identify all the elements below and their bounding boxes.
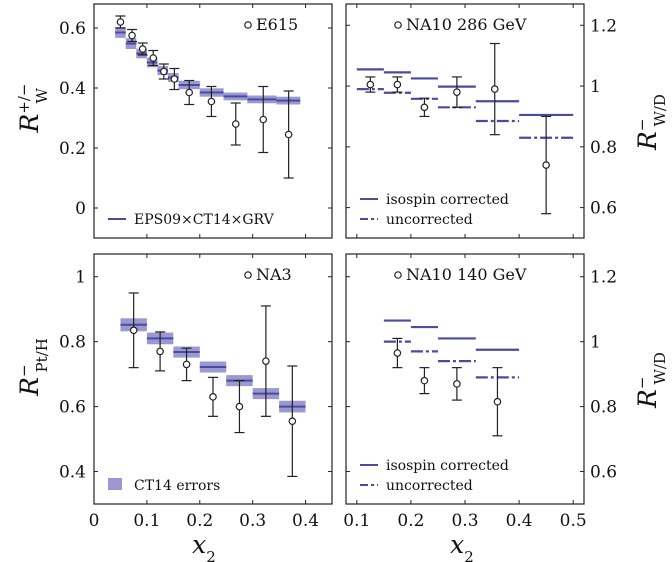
x-tick-label: 0.4 xyxy=(292,511,319,531)
data-point xyxy=(231,120,240,128)
y-axis-label-right-top: R−W/D xyxy=(633,94,669,151)
panel-na3: 0 0.1 0.2 0.3 0.4 0.4 0.6 0.8 1 NA3 CT14 errors xyxy=(59,253,333,531)
data-point xyxy=(420,103,429,112)
x-tick-label: 0.5 xyxy=(560,511,587,531)
data-point xyxy=(262,357,270,365)
data-point xyxy=(235,402,244,411)
data-point xyxy=(366,80,375,89)
experiment-label: NA10 286 GeV xyxy=(406,15,527,34)
x-tick-label: 0.4 xyxy=(506,511,533,531)
plot-frame xyxy=(93,3,333,239)
data-point xyxy=(185,88,194,97)
data-point xyxy=(207,97,216,106)
x-axis-title-right: x2 xyxy=(450,530,474,562)
legend-label: uncorrected xyxy=(386,478,473,494)
data-point xyxy=(129,326,138,335)
legend-point-marker xyxy=(244,271,252,279)
y-tick-label: 0.6 xyxy=(590,463,617,483)
y-tick-label: 0.4 xyxy=(59,79,86,99)
y-tick-label: 0.8 xyxy=(590,138,617,158)
panel-e615: 0 0.2 0.4 0.6 E615 EPS09×CT14×GRV xyxy=(59,3,333,239)
x-tick-label: 0 xyxy=(89,511,100,531)
x-tick-label: 0.3 xyxy=(451,511,478,531)
y-tick-label: 1.2 xyxy=(590,268,617,288)
data-point xyxy=(493,397,502,406)
y-tick-label: 0.8 xyxy=(59,333,86,353)
panel-na10-286: 0.6 0.8 1 1.2 NA10 286 GeV isospin corrected u… xyxy=(345,3,617,239)
experiment-label: E615 xyxy=(256,15,298,34)
legend-label: CT14 errors xyxy=(134,478,220,494)
legend-point-marker xyxy=(394,21,402,29)
x-tick-label: 0.2 xyxy=(397,511,424,531)
y-tick-label: 0.4 xyxy=(59,463,86,483)
x-tick-label: 0.2 xyxy=(186,511,213,531)
panel-na10-140: 0.1 0.2 0.3 0.4 0.5 0.6 0.8 1 1.2 NA10 140 GeV iso… xyxy=(343,253,617,531)
data-point xyxy=(149,54,158,62)
data-point xyxy=(453,380,461,388)
y-tick-label: 0.2 xyxy=(59,139,86,159)
data-point xyxy=(209,393,217,401)
data-point xyxy=(284,130,293,139)
experiment-label: NA3 xyxy=(256,265,292,284)
x-tick-label: 0.1 xyxy=(133,511,160,531)
y-axis-label-left-top: R+/−W xyxy=(15,83,51,133)
experiment-label: NA10 140 GeV xyxy=(406,265,527,284)
legend-point-marker xyxy=(244,21,252,29)
x-axis-title-left: x2 xyxy=(192,530,216,562)
y-tick-label: 0.6 xyxy=(590,199,617,219)
y-axis-label-right-bottom: R−W/D xyxy=(633,352,669,409)
data-point xyxy=(128,31,136,40)
data-point xyxy=(542,161,550,169)
data-point xyxy=(420,376,429,385)
y-tick-label: 1 xyxy=(75,268,86,288)
data-point xyxy=(288,417,297,426)
legend-label: uncorrected xyxy=(386,212,473,228)
y-tick-label: 1.2 xyxy=(590,16,617,36)
data-point xyxy=(453,88,461,96)
data-point xyxy=(182,360,191,369)
data-point xyxy=(393,349,402,357)
data-point xyxy=(156,347,164,356)
data-point xyxy=(116,18,125,26)
y-tick-label: 0.8 xyxy=(590,398,617,418)
data-point xyxy=(259,115,268,124)
x-tick-label: 0.1 xyxy=(343,511,370,531)
y-tick-label: 0 xyxy=(75,199,86,219)
y-tick-label: 0.6 xyxy=(59,398,86,418)
y-tick-label: 0.6 xyxy=(59,19,86,39)
legend-label: isospin corrected xyxy=(386,458,509,474)
y-tick-label: 1 xyxy=(590,77,601,97)
x-tick-label: 0.3 xyxy=(239,511,266,531)
data-point xyxy=(170,75,179,83)
data-point xyxy=(160,67,168,76)
y-tick-label: 1 xyxy=(590,333,601,353)
data-point xyxy=(490,85,499,93)
legend-point-marker xyxy=(394,271,402,279)
data-point xyxy=(393,80,402,89)
legend-label: isospin corrected xyxy=(386,192,509,208)
y-axis-label-left-bottom: R−Pt/H xyxy=(15,338,51,397)
data-point xyxy=(138,45,147,53)
legend-label: EPS09×CT14×GRV xyxy=(134,212,275,228)
legend-box-swatch xyxy=(108,478,122,490)
plot-frame xyxy=(93,253,333,505)
